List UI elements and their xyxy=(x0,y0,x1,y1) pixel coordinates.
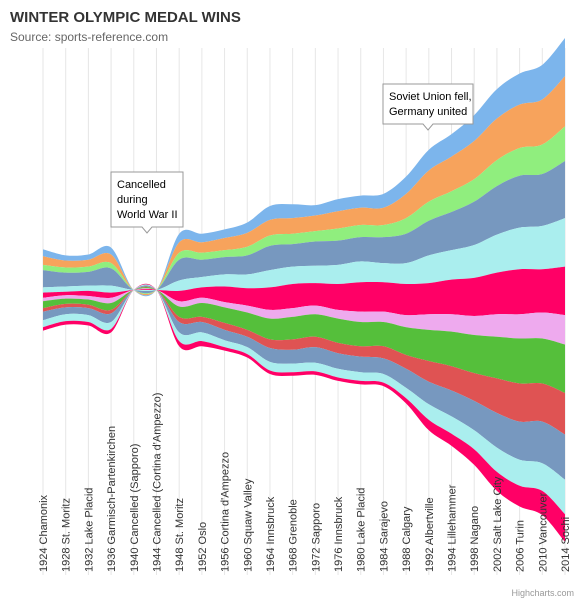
x-tick-label: 1936 Garmisch-Partenkirchen xyxy=(106,426,118,572)
x-tick-label: 1924 Chamonix xyxy=(38,494,50,572)
stream-area xyxy=(43,160,565,294)
x-tick-label: 1998 Nagano xyxy=(469,506,481,572)
x-tick-label: 2006 Turin xyxy=(515,520,527,572)
stream-area xyxy=(43,76,565,296)
stream-area xyxy=(43,288,565,345)
x-tick-label: 1980 Lake Placid xyxy=(356,488,368,572)
x-tick-label: 1948 St. Moritz xyxy=(174,498,186,572)
x-tick-label: 1944 Cancelled (Cortina d'Ampezzo) xyxy=(151,393,163,572)
x-tick-label: 1972 Sapporo xyxy=(310,503,322,572)
x-tick-label: 1940 Cancelled (Sapporo) xyxy=(129,444,141,572)
annotation-text: Soviet Union fell, xyxy=(389,91,472,103)
x-tick-label: 2014 Sochi xyxy=(560,517,572,572)
stream-area xyxy=(43,287,565,394)
x-tick-label: 1932 Lake Placid xyxy=(83,488,95,572)
x-tick-label: 2010 Vancouver xyxy=(537,492,549,572)
annotation-text: during xyxy=(117,194,148,206)
x-tick-label: 1994 Lillehammer xyxy=(447,484,459,572)
x-tick-label: 1952 Oslo xyxy=(197,522,209,572)
chart-subtitle: Source: sports-reference.com xyxy=(10,30,168,44)
credits[interactable]: Highcharts.com xyxy=(511,588,574,598)
annotation-text: Germany united xyxy=(389,106,467,118)
x-tick-label: 1968 Grenoble xyxy=(288,499,300,572)
chart-title: WINTER OLYMPIC MEDAL WINS xyxy=(10,9,241,26)
x-tick-label: 1928 St. Moritz xyxy=(61,498,73,572)
annotation-box xyxy=(110,171,184,234)
annotation-text: Cancelled xyxy=(117,179,166,191)
x-tick-label: 1976 Innsbruck xyxy=(333,496,345,572)
x-tick-label: 1984 Sarajevo xyxy=(378,501,390,572)
x-axis: 1924 Chamonix 1928 St. Moritz 1932 Lake Pl… xyxy=(38,393,572,572)
streams xyxy=(43,38,565,542)
x-tick-label: 1964 Innsbruck xyxy=(265,496,277,572)
annotations: Cancelled during World War II Soviet Union … xyxy=(110,83,474,234)
annotation-box xyxy=(382,83,474,131)
x-tick-label: 1960 Squaw Valley xyxy=(242,478,254,572)
x-tick-label: 1988 Calgary xyxy=(401,506,413,572)
stream-area xyxy=(43,266,565,316)
x-tick-label: 1992 Albertville xyxy=(424,497,436,572)
stream-area xyxy=(43,218,565,293)
x-tick-label: 1956 Cortina d'Ampezzo xyxy=(220,452,232,572)
x-tick-label: 2002 Salt Lake City xyxy=(492,476,504,572)
annotation-text: World War II xyxy=(117,209,178,221)
